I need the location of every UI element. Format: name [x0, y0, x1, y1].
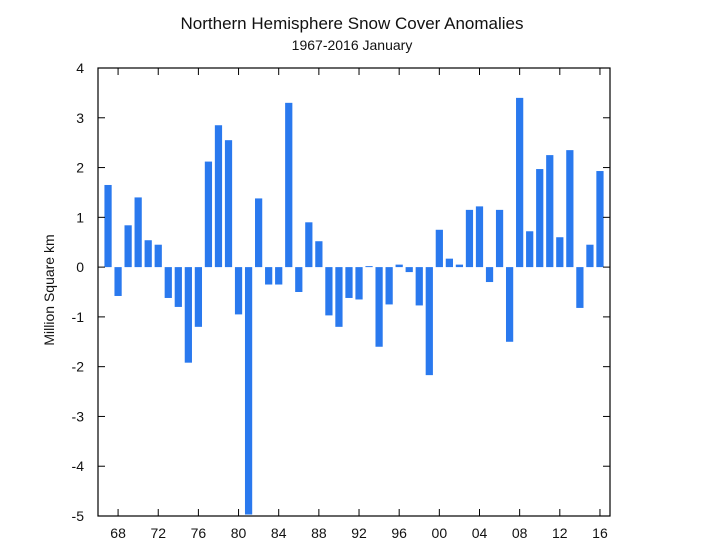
x-tick-label: 84: [271, 525, 287, 541]
bar-1992: [355, 267, 363, 300]
bar-2013: [566, 150, 574, 268]
bar-2016: [596, 171, 604, 268]
x-axis: 68 72 76 80 84 88 92 96 00 04 08 12 16: [110, 68, 608, 541]
bar-1991: [345, 267, 353, 298]
plot-frame: [97, 67, 611, 517]
bar-2002: [455, 264, 464, 268]
bar-1989: [325, 267, 333, 316]
bar-1976: [194, 267, 203, 327]
bar-2009: [526, 231, 534, 268]
bar-1998: [415, 267, 423, 306]
chart-subtitle: 1967-2016 January: [292, 37, 413, 53]
bar-1978: [214, 125, 223, 268]
bar-1990: [335, 267, 343, 327]
y-axis: 4 3 2 1 0 -1 -2 -3 -4 -5: [72, 60, 610, 524]
bar-2010: [536, 169, 544, 268]
bar-1972: [154, 244, 162, 268]
bar-2015: [586, 244, 594, 268]
bar-1999: [425, 267, 433, 376]
x-tick-label: 08: [512, 525, 528, 541]
bar-2008: [516, 97, 524, 268]
x-tick-label: 68: [110, 525, 126, 541]
y-tick-label: -3: [72, 408, 85, 424]
bar-1977: [204, 161, 213, 268]
bar-1994: [375, 267, 383, 347]
bar-1986: [295, 267, 303, 292]
bar-1995: [385, 267, 393, 305]
bar-2011: [546, 155, 554, 268]
bar-1983: [265, 267, 273, 285]
y-tick-label: 4: [76, 60, 84, 76]
bar-1980: [234, 267, 243, 315]
bar-2000: [435, 229, 443, 268]
y-tick-label: 0: [76, 259, 84, 275]
x-tick-label: 80: [231, 525, 247, 541]
y-tick-label: 2: [76, 160, 84, 176]
bar-1987: [305, 222, 313, 268]
chart-title: Northern Hemisphere Snow Cover Anomalies: [181, 14, 524, 33]
x-tick-label: 76: [191, 525, 207, 541]
x-tick-label: 00: [432, 525, 448, 541]
bar-1984: [275, 267, 283, 285]
x-tick-label: 92: [351, 525, 367, 541]
bar-1971: [144, 240, 152, 268]
y-tick-label: -1: [72, 309, 85, 325]
bar-1988: [315, 241, 323, 268]
x-tick-label: 88: [311, 525, 327, 541]
y-tick-label: 1: [76, 209, 84, 225]
bar-1996: [395, 264, 403, 268]
x-tick-label: 96: [391, 525, 407, 541]
y-tick-label: -5: [72, 508, 85, 524]
bar-group: [104, 97, 604, 515]
bar-1982: [255, 198, 263, 268]
bar-2006: [495, 209, 504, 268]
x-tick-label: 04: [472, 525, 488, 541]
bar-1970: [134, 197, 142, 268]
bar-1973: [164, 267, 172, 298]
bar-1985: [285, 102, 293, 268]
bar-2005: [485, 267, 494, 283]
bar-1967: [104, 184, 112, 268]
x-tick-label: 12: [552, 525, 568, 541]
bar-1979: [224, 140, 233, 268]
bar-1997: [405, 267, 413, 273]
x-tick-label: 16: [592, 525, 608, 541]
bar-1975: [184, 267, 192, 363]
bar-2012: [556, 237, 564, 268]
bar-1993: [365, 266, 373, 268]
bar-2001: [445, 258, 453, 268]
bar-2004: [475, 206, 484, 268]
bar-2007: [505, 267, 514, 342]
y-tick-label: -2: [72, 359, 85, 375]
bar-1968: [114, 267, 122, 296]
bar-1981: [244, 267, 253, 515]
bar-1974: [174, 267, 182, 307]
y-axis-label: Million Square km: [41, 234, 57, 345]
bar-2014: [576, 267, 584, 308]
x-tick-label: 72: [150, 525, 166, 541]
bar-2003: [465, 209, 474, 268]
bar-1969: [124, 225, 132, 268]
y-tick-label: 3: [76, 110, 84, 126]
y-tick-label: -4: [72, 458, 85, 474]
